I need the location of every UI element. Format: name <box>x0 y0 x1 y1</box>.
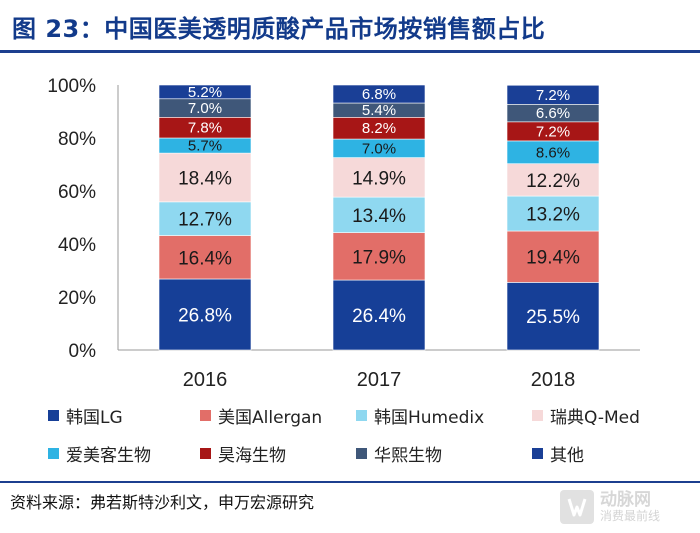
data-label: 14.9% <box>352 168 406 189</box>
data-label: 19.4% <box>526 248 580 269</box>
bar-segment <box>332 157 426 198</box>
watermark-icon <box>560 490 594 524</box>
data-label: 16.4% <box>178 248 232 269</box>
data-label: 26.4% <box>352 306 406 327</box>
bar-segment <box>332 196 426 233</box>
y-tick-label: 80% <box>58 129 96 150</box>
watermark-name: 动脉网 <box>600 489 651 510</box>
chart-title: 图 23：中国医美透明质酸产品市场按销售额占比 <box>12 14 546 43</box>
legend-item: 华熙生物 <box>356 441 442 466</box>
legend-label: 韩国LG <box>66 408 123 428</box>
legend-label: 美国Allergan <box>218 408 323 428</box>
watermark-tagline: 消费最前线 <box>600 508 661 523</box>
bar-segment <box>506 163 600 197</box>
data-label: 7.0% <box>362 140 396 157</box>
x-tick-label: 2018 <box>531 369 576 391</box>
data-label: 13.4% <box>352 206 406 227</box>
legend-swatch <box>356 410 367 421</box>
data-label: 18.4% <box>178 168 232 189</box>
data-label: 7.2% <box>536 123 570 140</box>
data-label: 5.2% <box>188 84 222 101</box>
x-tick-label: 2017 <box>357 369 402 391</box>
data-label: 8.6% <box>536 144 570 161</box>
data-label: 7.8% <box>188 120 222 137</box>
data-label: 6.8% <box>362 86 396 103</box>
legend-swatch <box>200 410 211 421</box>
data-label: 25.5% <box>526 307 580 328</box>
bar-segment <box>158 201 252 236</box>
legend-label: 华熙生物 <box>374 446 442 466</box>
legend-item: 昊海生物 <box>200 441 286 466</box>
y-tick-label: 60% <box>58 182 96 203</box>
stacked-bar-chart: 0% 20% 40% 60% 80% 100% 26.8% 16.4% 12.7% 18.4% 5.… <box>47 76 640 391</box>
bar-segment <box>332 279 426 351</box>
data-label: 6.6% <box>536 105 570 122</box>
data-label: 12.7% <box>178 210 232 231</box>
legend-label: 瑞典Q-Med <box>550 408 640 428</box>
data-label: 7.0% <box>188 100 222 117</box>
legend-label: 韩国Humedix <box>374 408 485 428</box>
title-divider <box>0 50 700 53</box>
bar-segment <box>506 282 600 351</box>
legend-item: 其他 <box>532 441 584 466</box>
bar-segment <box>158 84 252 100</box>
bar-segment <box>506 230 600 283</box>
bar-segment <box>332 84 426 104</box>
legend-item: 韩国Humedix <box>356 403 484 428</box>
bar-segment <box>158 278 252 351</box>
legend-swatch <box>48 410 59 421</box>
data-label: 5.7% <box>188 138 222 155</box>
bar-segment <box>506 195 600 232</box>
legend-swatch <box>48 448 59 459</box>
y-tick-label: 100% <box>47 76 96 97</box>
legend-item: 瑞典Q-Med <box>532 403 640 428</box>
y-tick-label: 20% <box>58 288 96 309</box>
watermark-logo: 动脉网 消费最前线 <box>560 486 688 528</box>
data-label: 7.2% <box>536 87 570 104</box>
source-divider <box>0 481 700 483</box>
data-label: 5.4% <box>362 102 396 119</box>
bar-segment <box>332 232 426 281</box>
data-label: 12.2% <box>526 171 580 192</box>
data-label: 26.8% <box>178 305 232 326</box>
legend-swatch <box>356 448 367 459</box>
legend-item: 爱美客生物 <box>48 441 151 466</box>
legend-swatch <box>532 410 543 421</box>
y-tick-label: 40% <box>58 235 96 256</box>
bar-segment <box>506 84 600 105</box>
legend-label: 爱美客生物 <box>66 446 151 466</box>
bar-segment <box>158 152 252 203</box>
title-bar: 图 23：中国医美透明质酸产品市场按销售额占比 <box>0 0 700 52</box>
x-tick-label: 2016 <box>183 369 228 391</box>
y-tick-label: 0% <box>69 341 97 362</box>
legend-label: 昊海生物 <box>218 446 286 466</box>
legend-swatch <box>532 448 543 459</box>
source-note: 资料来源：弗若斯特沙利文，申万宏源研究 <box>10 493 315 512</box>
data-label: 13.2% <box>526 205 580 226</box>
data-label: 8.2% <box>362 120 396 137</box>
legend-item: 美国Allergan <box>200 403 322 428</box>
data-label: 17.9% <box>352 247 406 268</box>
legend-label: 其他 <box>550 446 584 466</box>
legend-item: 韩国LG <box>48 403 123 428</box>
legend-swatch <box>200 448 211 459</box>
